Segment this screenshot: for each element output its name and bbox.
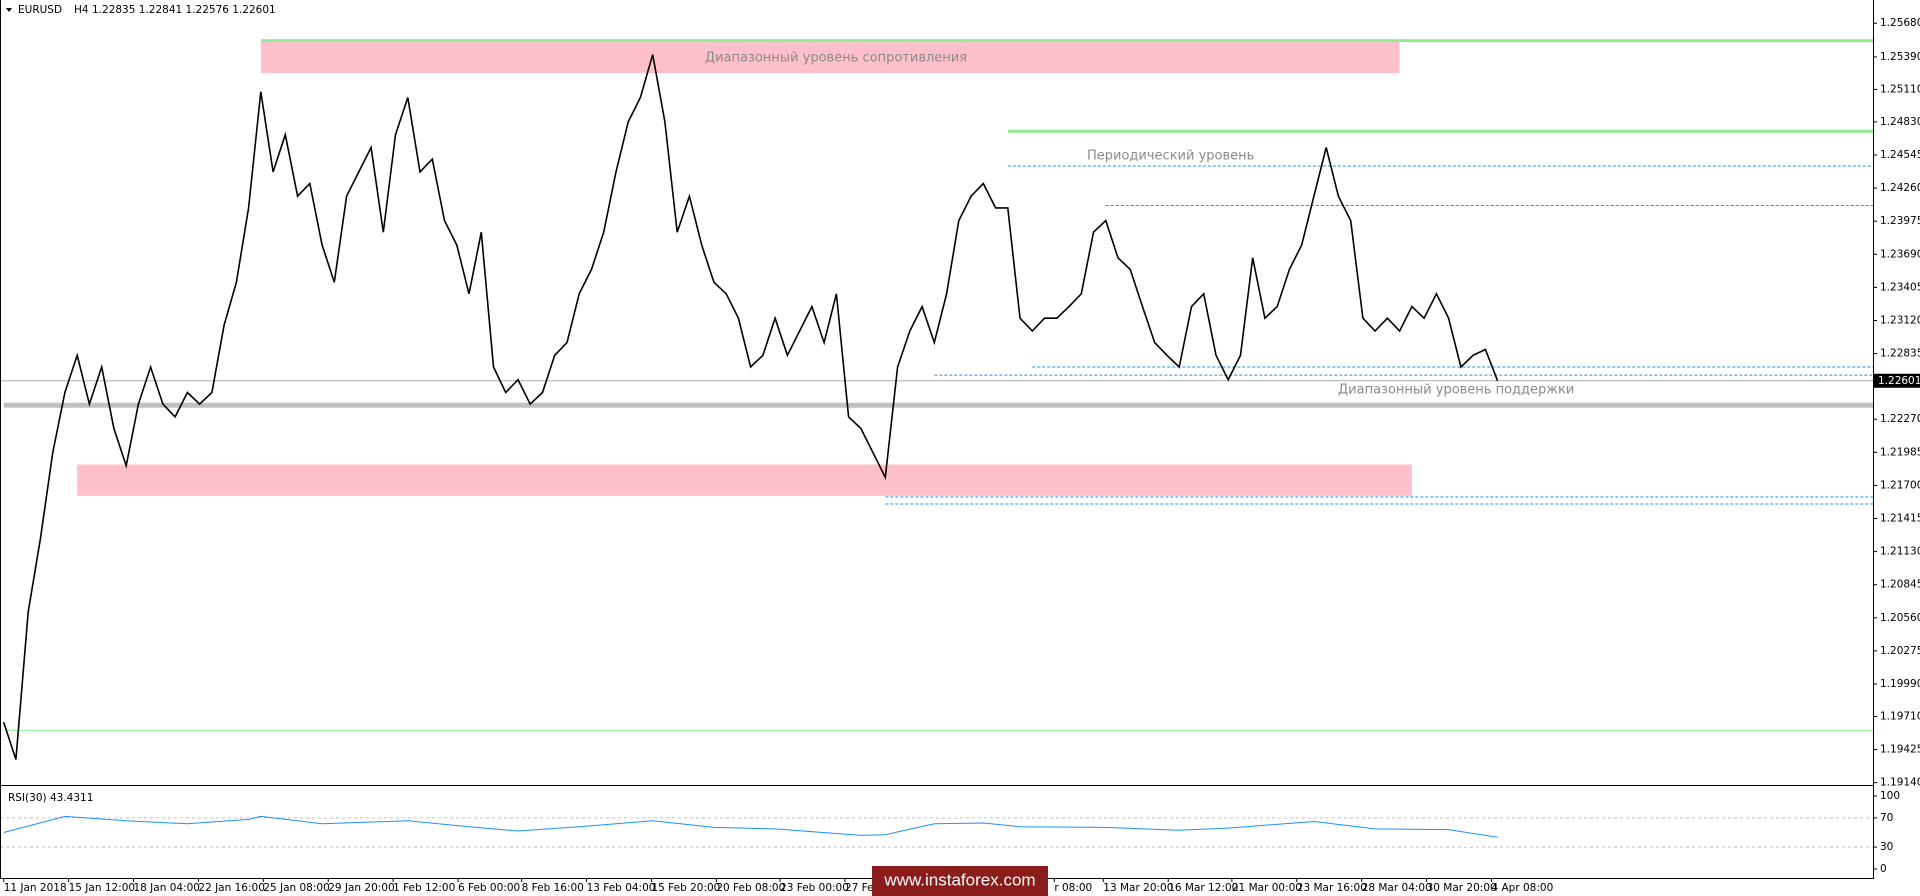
x-tick-label: 21 Mar 00:00 xyxy=(1232,882,1302,894)
range-band xyxy=(77,464,1412,496)
price-tag xyxy=(1874,373,1920,388)
x-tick-label: 25 Jan 08:00 xyxy=(263,882,329,894)
y-tick-label: 1.25680 xyxy=(1880,17,1920,29)
y-tick-label: 1.21415 xyxy=(1880,512,1920,524)
y-tick-label: 1.23120 xyxy=(1880,315,1920,327)
y-tick-label: 1.21130 xyxy=(1880,546,1920,558)
x-tick-label: 23 Mar 16:00 xyxy=(1297,882,1367,894)
watermark-box xyxy=(872,866,1048,896)
y-tick-label: 70 xyxy=(1880,812,1893,824)
y-tick-label: 100 xyxy=(1880,790,1900,802)
y-tick-label: 1.25390 xyxy=(1880,51,1920,63)
menu-arrow[interactable] xyxy=(6,8,12,12)
watermark: www.instaforex.com xyxy=(883,870,1035,889)
y-tick-label: 1.19990 xyxy=(1880,678,1920,690)
x-tick-label: 20 Feb 08:00 xyxy=(716,882,785,894)
y-tick-label: 1.22835 xyxy=(1880,348,1920,360)
y-tick-label: 0 xyxy=(1880,863,1887,875)
y-tick-label: 1.20275 xyxy=(1880,645,1920,657)
y-tick-label: 1.19140 xyxy=(1880,777,1920,789)
x-tick-label: 22 Jan 16:00 xyxy=(198,882,264,894)
y-tick-label: 1.24260 xyxy=(1880,182,1920,194)
x-tick-label: 4 Apr 08:00 xyxy=(1491,882,1553,894)
x-tick-label: 15 Feb 20:00 xyxy=(651,882,720,894)
annotation: Диапазонный уровень сопротивления xyxy=(705,51,967,66)
range-band xyxy=(260,41,1400,74)
top-layer: 1.25680 1.25390 1.25110 1.24830 1.24545 1.242… xyxy=(3,17,1920,894)
y-tick-label: 1.19710 xyxy=(1880,710,1920,722)
x-tick-label: 30 Mar 20:00 xyxy=(1427,882,1497,894)
price-line xyxy=(3,815,1498,838)
rsi-title: RSI(30) 43.4311 xyxy=(8,792,93,804)
y-tick-label: 1.19425 xyxy=(1880,744,1920,756)
y-tick-label: 1.20845 xyxy=(1880,579,1920,591)
x-tick-label: 13 Feb 04:00 xyxy=(587,882,656,894)
x-tick-label: 1 Feb 12:00 xyxy=(393,882,455,894)
x-tick-label: 6 Feb 00:00 xyxy=(458,882,520,894)
x-tick-label: r 08:00 xyxy=(1054,882,1092,894)
y-tick-label: 1.23975 xyxy=(1880,215,1920,227)
x-tick-label: 15 Jan 12:00 xyxy=(69,882,135,894)
x-tick-label: 23 Feb 00:00 xyxy=(780,882,849,894)
annotation: Периодический уровень xyxy=(1087,149,1254,164)
y-tick-label: 30 xyxy=(1880,841,1893,853)
x-tick-label: 11 Jan 2018 xyxy=(4,882,67,894)
under-layer xyxy=(0,39,1873,848)
y-tick-label: 1.23690 xyxy=(1880,248,1920,260)
annotation: Диапазонный уровень поддержки xyxy=(1338,383,1574,398)
y-tick-label: 1.23405 xyxy=(1880,281,1920,293)
y-tick-label: 1.24830 xyxy=(1880,116,1920,128)
y-tick-label: 1.25110 xyxy=(1880,83,1920,95)
symbol: EURUSD xyxy=(18,4,62,16)
y-tick-label: 1.20560 xyxy=(1880,612,1920,624)
y-tick-label: 1.22270 xyxy=(1880,413,1920,425)
ohlc: 1.22835 1.22841 1.22576 1.22601 xyxy=(92,4,276,16)
x-tick-label: 18 Jan 04:00 xyxy=(133,882,199,894)
y-tick-label: 1.24545 xyxy=(1880,149,1920,161)
x-tick-label: 29 Jan 20:00 xyxy=(328,882,394,894)
price-tag-label: 1.22601 xyxy=(1878,375,1920,387)
y-tick-label: 1.21985 xyxy=(1880,446,1920,458)
x-tick-label: 13 Mar 20:00 xyxy=(1103,882,1173,894)
x-tick-label: 28 Mar 04:00 xyxy=(1362,882,1432,894)
timeframe: H4 xyxy=(74,4,89,16)
x-tick-label: 8 Feb 16:00 xyxy=(522,882,584,894)
price-line xyxy=(2,54,1499,760)
x-tick-label: 16 Mar 12:00 xyxy=(1168,882,1238,894)
y-tick-label: 1.21700 xyxy=(1880,479,1920,491)
main-layer xyxy=(2,54,1499,838)
